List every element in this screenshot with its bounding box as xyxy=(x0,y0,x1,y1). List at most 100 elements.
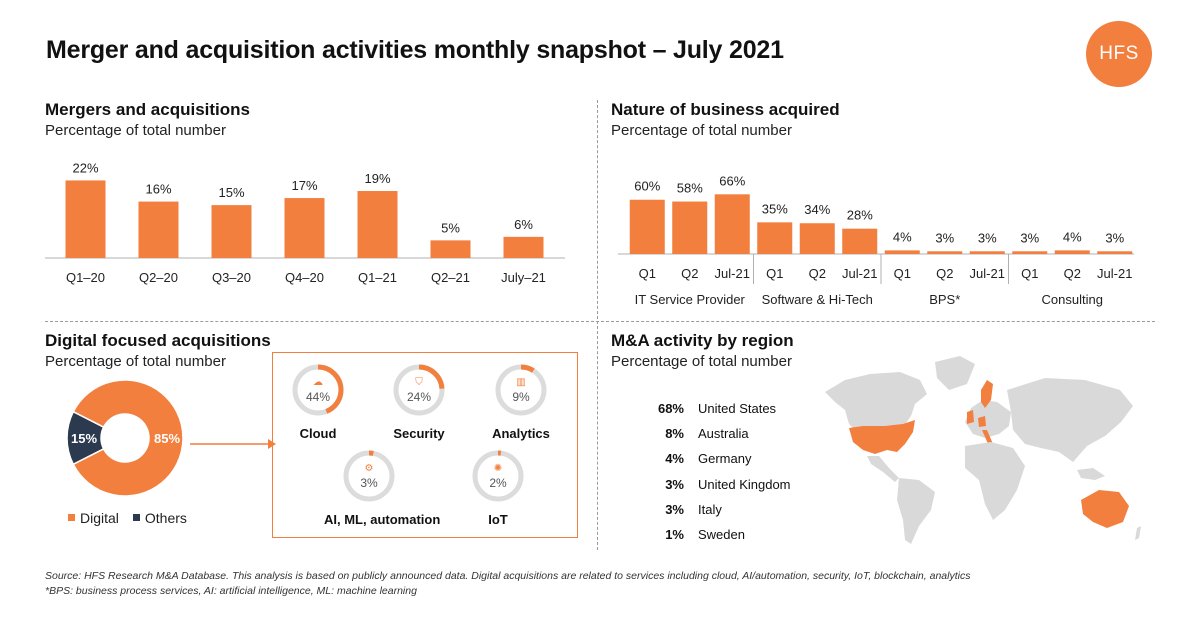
region-name: Australia xyxy=(698,426,749,442)
ma-data-label: 5% xyxy=(441,220,460,235)
map-north-america xyxy=(825,372,927,440)
nature-bar-chart: 60% Q1 58% Q2 66% Jul-21 IT Service Provider 35… xyxy=(618,173,1134,307)
ma-data-label: 16% xyxy=(145,182,171,197)
digital-section-title: Digital focused acquisitions xyxy=(45,331,271,350)
ring-category-label: AI, ML, automation xyxy=(324,512,441,527)
ma-tick-label: Q2–20 xyxy=(139,270,178,285)
donut-slice-digital xyxy=(72,379,184,497)
region-name: United States xyxy=(698,401,777,417)
ring-value-label: 2% xyxy=(489,476,507,490)
horizontal-divider xyxy=(45,321,1155,322)
footer-glossary: *BPS: business process services, AI: art… xyxy=(45,585,417,597)
ring-value-arc xyxy=(472,450,524,502)
nature-data-label: 35% xyxy=(762,201,788,216)
region-row: 1% Sweden xyxy=(640,522,791,547)
ma-section-subtitle: Percentage of total number xyxy=(45,122,226,139)
ring-value-label: 44% xyxy=(306,390,330,404)
region-percent: 68% xyxy=(657,401,684,417)
ma-data-label: 15% xyxy=(218,185,244,200)
nature-group-label: Consulting xyxy=(1042,292,1103,307)
region-row: 68% United States xyxy=(640,396,791,421)
robot-icon: ⚙ xyxy=(365,463,374,474)
ring-chart: ✺ 2% xyxy=(472,450,524,502)
nature-data-label: 3% xyxy=(935,230,954,245)
nature-data-label: 4% xyxy=(893,229,912,244)
nature-tick-label: Q1 xyxy=(766,266,783,281)
nature-data-label: 28% xyxy=(847,208,873,223)
nature-bar xyxy=(714,194,750,254)
network-icon: ✺ xyxy=(494,463,502,474)
donut-label-digital: 85% xyxy=(154,431,180,446)
ring-chart: ▥ 9% xyxy=(495,364,547,416)
ma-section-title: Mergers and acquisitions xyxy=(45,100,250,119)
world-map xyxy=(825,356,1141,544)
region-percent: 3% xyxy=(665,501,684,517)
page-title: Merger and acquisition activities monthl… xyxy=(46,36,784,64)
ring-iot: ✺ 2% IoT xyxy=(453,448,543,527)
map-australia xyxy=(1081,490,1129,528)
ma-tick-label: Q4–20 xyxy=(285,270,324,285)
legend-digital: Digital xyxy=(68,510,119,526)
ring-ai-ml-automation: ⚙ 3% AI, ML, automation xyxy=(324,448,441,527)
nature-data-label: 4% xyxy=(1063,229,1082,244)
ring-security: ⛉ 24% Security xyxy=(374,362,464,441)
nature-data-label: 60% xyxy=(634,179,660,194)
region-section-title: M&A activity by region xyxy=(611,331,794,350)
ring-value-label: 24% xyxy=(407,390,431,404)
nature-bar xyxy=(842,228,878,254)
nature-bar xyxy=(884,250,920,254)
nature-data-label: 3% xyxy=(978,230,997,245)
cloud-icon: ☁ xyxy=(313,377,323,388)
ring-value-label: 3% xyxy=(360,476,378,490)
nature-group-label: Software & Hi-Tech xyxy=(762,292,873,307)
ma-tick-label: Q3–20 xyxy=(212,270,251,285)
digital-donut-chart: 85% 15% xyxy=(66,379,184,497)
map-united-states xyxy=(849,420,915,454)
ring-category-label: Cloud xyxy=(299,426,337,441)
nature-tick-label: Q2 xyxy=(936,266,953,281)
region-row: 3% Italy xyxy=(640,497,791,522)
ma-bar xyxy=(211,205,252,258)
nature-bar xyxy=(1054,250,1090,254)
region-row: 8% Australia xyxy=(640,421,791,446)
vertical-divider xyxy=(597,100,598,550)
region-name: Italy xyxy=(698,501,722,517)
map-germany xyxy=(978,416,986,427)
ma-tick-label: Q1–20 xyxy=(66,270,105,285)
ring-cloud: ☁ 44% Cloud xyxy=(273,362,363,441)
donut-label-others: 15% xyxy=(71,431,97,446)
region-row: 4% Germany xyxy=(640,446,791,471)
region-name: United Kingdom xyxy=(698,476,791,492)
nature-data-label: 58% xyxy=(677,181,703,196)
map-se-asia xyxy=(1077,468,1105,480)
nature-data-label: 34% xyxy=(804,202,830,217)
ring-category-label: IoT xyxy=(488,512,508,527)
nature-bar xyxy=(672,201,708,254)
nature-data-label: 3% xyxy=(1020,230,1039,245)
ma-bar xyxy=(65,180,106,258)
nature-bar xyxy=(799,223,835,254)
ma-bar xyxy=(430,240,471,258)
ma-bar xyxy=(503,236,544,258)
nature-bar xyxy=(1097,251,1133,254)
ring-analytics: ▥ 9% Analytics xyxy=(476,362,566,441)
ring-value-arc xyxy=(292,364,344,416)
region-list: 68% United States 8% Australia 4% Germany 3% Un… xyxy=(640,396,791,547)
ring-chart: ☁ 44% xyxy=(292,364,344,416)
legend-others-label: Others xyxy=(144,510,187,526)
nature-tick-label: Jul-21 xyxy=(970,266,1005,281)
nature-data-label: 3% xyxy=(1105,230,1124,245)
region-name: Germany xyxy=(698,451,752,467)
map-asia xyxy=(1007,378,1133,462)
digital-breakdown-box xyxy=(272,352,578,538)
nature-bar xyxy=(927,251,963,254)
nature-tick-label: Q2 xyxy=(681,266,698,281)
nature-bar xyxy=(969,251,1005,254)
footer-source: Source: HFS Research M&A Database. This … xyxy=(45,570,971,582)
region-percent: 4% xyxy=(665,451,684,467)
nature-bar xyxy=(629,199,665,254)
ma-bar xyxy=(284,198,325,258)
ma-data-label: 6% xyxy=(514,217,533,232)
map-central-america xyxy=(867,456,899,482)
map-united-kingdom xyxy=(967,410,974,424)
